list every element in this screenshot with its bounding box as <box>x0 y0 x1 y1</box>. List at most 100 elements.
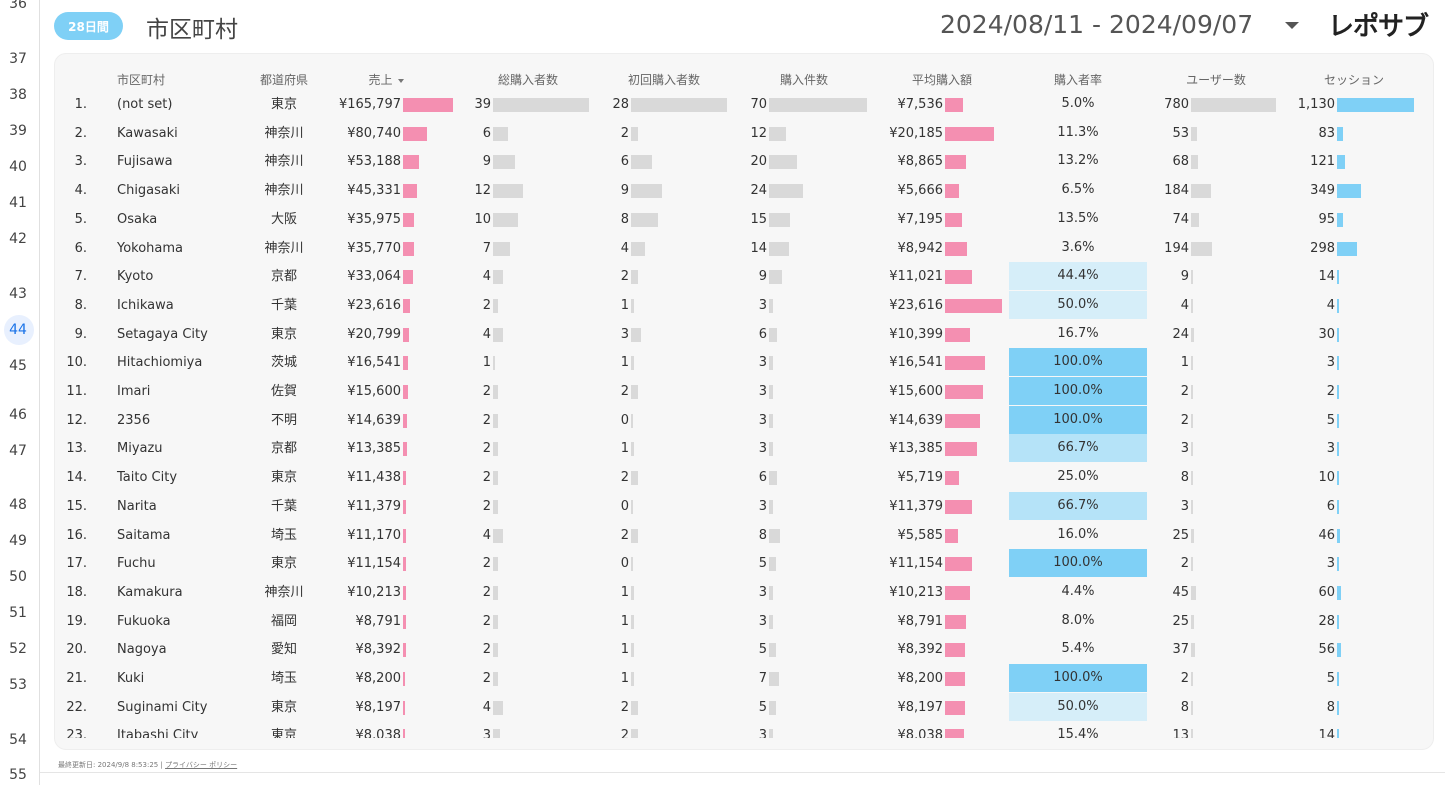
buyer-rate-cell: 5.0% <box>1061 96 1095 111</box>
sheet-row-number[interactable]: 42 <box>9 231 27 247</box>
sessions-bar <box>1337 614 1339 629</box>
date-range-picker[interactable]: 2024/08/11 - 2024/09/07 <box>940 10 1254 39</box>
table-row[interactable]: 11. Imari 佐賀 ¥15,600 2 2 3 ¥15,600 100.0% 2 2 <box>55 377 1433 406</box>
row-index: 3. <box>74 154 87 170</box>
table-row[interactable]: 3. Fujisawa 神奈川 ¥53,188 9 6 20 ¥8,865 13.2% 68 121 <box>55 147 1433 176</box>
sheet-row-number[interactable]: 44 <box>9 322 27 338</box>
avg-purchase-cell: ¥5,666 <box>897 183 944 199</box>
column-header-sales[interactable]: 売上 <box>351 71 421 87</box>
sessions-cell: 4 <box>1326 297 1335 313</box>
column-header-sessions[interactable]: セッション <box>1323 73 1384 87</box>
sheet-row-number[interactable]: 39 <box>9 123 27 139</box>
table-row[interactable]: 18. Kamakura 神奈川 ¥10,213 2 1 3 ¥10,213 4.4% 45 60 <box>55 578 1433 607</box>
sessions-bar <box>1337 643 1341 658</box>
sheet-row-number[interactable]: 45 <box>9 358 27 374</box>
first-buyers-cell: 9 <box>620 183 629 199</box>
first-buyers-bar <box>631 356 635 371</box>
total-buyers-cell: 4 <box>482 699 491 715</box>
sheet-row-number[interactable]: 43 <box>9 286 27 302</box>
table-row[interactable]: 1. (not set) 東京 ¥165,797 39 28 70 ¥7,536 5.0% 780… <box>55 90 1433 119</box>
table-row[interactable]: 21. Kuki 埼玉 ¥8,200 2 1 7 ¥8,200 100.0% 2 5 <box>55 664 1433 693</box>
table-row[interactable]: 7. Kyoto 京都 ¥33,064 4 2 9 ¥11,021 44.4% 9 14 <box>55 262 1433 291</box>
chevron-down-icon[interactable] <box>1285 22 1299 29</box>
sheet-row-number[interactable]: 50 <box>9 569 27 585</box>
city-cell: Kamakura <box>117 584 183 600</box>
city-cell: Hitachiomiya <box>117 355 203 371</box>
table-row[interactable]: 4. Chigasaki 神奈川 ¥45,331 12 9 24 ¥5,666 6.5% 184 3… <box>55 176 1433 205</box>
period-badge[interactable]: 28日間 <box>54 12 123 40</box>
table-row[interactable]: 20. Nagoya 愛知 ¥8,392 2 1 5 ¥8,392 5.4% 37 56 <box>55 635 1433 664</box>
total-buyers-cell: 2 <box>482 556 491 572</box>
sales-cell: ¥13,385 <box>347 441 401 457</box>
users-cell: 45 <box>1172 584 1189 600</box>
city-cell: Fuchu <box>117 556 156 572</box>
sales-cell: ¥11,170 <box>347 527 401 543</box>
table-row[interactable]: 6. Yokohama 神奈川 ¥35,770 7 4 14 ¥8,942 3.6% 194 298 <box>55 234 1433 263</box>
sessions-bar <box>1337 471 1339 486</box>
sales-cell: ¥14,639 <box>347 412 401 428</box>
sheet-row-number[interactable]: 55 <box>9 767 27 783</box>
privacy-policy-link[interactable]: プライバシー ポリシー <box>165 761 238 769</box>
sheet-row-number[interactable]: 46 <box>9 407 27 423</box>
table-row[interactable]: 22. Suginami City 東京 ¥8,197 4 2 5 ¥8,197 50.0% 8 8 <box>55 692 1433 722</box>
avg-purchase-bar <box>945 298 1002 313</box>
orders-bar <box>769 98 867 112</box>
first-buyers-cell: 2 <box>620 728 629 738</box>
table-row[interactable]: 2. Kawasaki 神奈川 ¥80,740 6 2 12 ¥20,185 11.3% 53 83 <box>55 119 1433 148</box>
orders-cell: 20 <box>750 154 767 170</box>
table-row[interactable]: 10. Hitachiomiya 茨城 ¥16,541 1 1 3 ¥16,541 100.0%… <box>55 348 1433 377</box>
sheet-row-number[interactable]: 49 <box>9 533 27 549</box>
sheet-row-number[interactable]: 37 <box>9 51 27 67</box>
sheet-row-number[interactable]: 47 <box>9 443 27 459</box>
table-row[interactable]: 16. Saitama 埼玉 ¥11,170 4 2 8 ¥5,585 16.0% 25 46 <box>55 521 1433 550</box>
buyer-rate-cell: 15.4% <box>1057 727 1099 738</box>
table-row[interactable]: 5. Osaka 大阪 ¥35,975 10 8 15 ¥7,195 13.5% 74 95 <box>55 205 1433 234</box>
total-buyers-cell: 2 <box>482 584 491 600</box>
total-buyers-cell: 6 <box>482 125 491 141</box>
row-index: 1. <box>74 97 87 112</box>
sheet-row-number[interactable]: 38 <box>9 87 27 103</box>
sheet-row-number[interactable]: 41 <box>9 195 27 211</box>
column-header-prefecture[interactable]: 都道府県 <box>259 73 308 87</box>
table-row[interactable]: 23. Itabashi City 東京 ¥8,038 3 2 3 ¥8,038 15.4% 13… <box>55 721 1433 738</box>
column-header-city[interactable]: 市区町村 <box>117 73 166 87</box>
sheet-row-number[interactable]: 48 <box>9 497 27 513</box>
column-header-first-buyers[interactable]: 初回購入者数 <box>627 73 700 87</box>
sessions-bar <box>1337 700 1339 715</box>
buyer-rate-cell: 100.0% <box>1009 405 1147 434</box>
column-header-total-buyers[interactable]: 総購入者数 <box>497 73 558 87</box>
column-header-buyer-rate[interactable]: 購入者率 <box>1053 73 1102 87</box>
users-bar <box>1191 729 1193 738</box>
orders-bar <box>769 729 774 738</box>
column-header-avg-purchase[interactable]: 平均購入額 <box>911 73 972 87</box>
users-bar <box>1191 184 1212 199</box>
buyer-rate-cell: 3.6% <box>1061 239 1095 255</box>
sheet-row-number[interactable]: 36 <box>9 0 27 12</box>
sheet-row-number[interactable]: 40 <box>9 159 27 175</box>
table-row[interactable]: 19. Fukuoka 福岡 ¥8,791 2 1 3 ¥8,791 8.0% 25 28 <box>55 607 1433 636</box>
prefecture-cell: 東京 <box>270 470 297 486</box>
table-row[interactable]: 17. Fuchu 東京 ¥11,154 2 0 5 ¥11,154 100.0% 2 3 <box>55 549 1433 578</box>
table-row[interactable]: 14. Taito City 東京 ¥11,438 2 2 6 ¥5,719 25.0% 8 10 <box>55 463 1433 492</box>
table-row[interactable]: 8. Ichikawa 千葉 ¥23,616 2 1 3 ¥23,616 50.0% 4 4 <box>55 290 1433 320</box>
avg-purchase-cell: ¥11,154 <box>889 556 943 572</box>
prefecture-cell: 不明 <box>270 412 297 428</box>
column-header-users[interactable]: ユーザー数 <box>1186 73 1246 87</box>
total-buyers-bar <box>493 184 523 199</box>
sheet-row-number[interactable]: 53 <box>9 677 27 693</box>
city-cell: Yokohama <box>117 240 184 256</box>
city-cell: Kuki <box>117 671 145 686</box>
sheet-row-number[interactable]: 51 <box>9 605 27 621</box>
table-row[interactable]: 13. Miyazu 京都 ¥13,385 2 1 3 ¥13,385 66.7% 3 3 <box>55 434 1433 463</box>
table-row[interactable]: 15. Narita 千葉 ¥11,379 2 0 3 ¥11,379 66.7% 3 6 <box>55 491 1433 521</box>
sessions-bar <box>1337 126 1343 141</box>
orders-cell: 9 <box>758 269 767 285</box>
table-row[interactable]: 9. Setagaya City 東京 ¥20,799 4 3 6 ¥10,399 16.7% 2… <box>55 320 1433 349</box>
sheet-row-number[interactable]: 54 <box>9 732 27 748</box>
table-row[interactable]: 12. 2356 不明 ¥14,639 2 0 3 ¥14,639 100.0% 2 5 <box>55 405 1433 435</box>
sessions-bar <box>1337 327 1340 342</box>
users-bar <box>1191 585 1196 600</box>
sheet-row-number[interactable]: 52 <box>9 641 27 657</box>
sessions-cell: 60 <box>1318 584 1335 600</box>
column-header-orders[interactable]: 購入件数 <box>779 73 828 87</box>
